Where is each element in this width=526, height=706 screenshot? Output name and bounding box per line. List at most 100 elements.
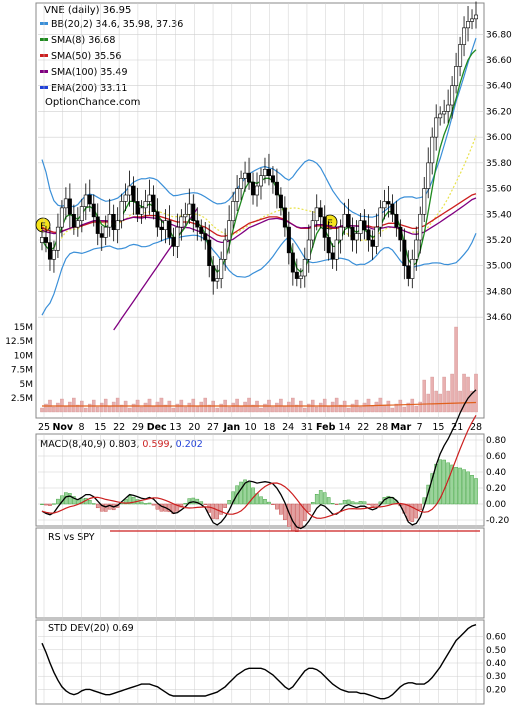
volume-bar [195, 405, 200, 413]
macd-histogram-bar [44, 503, 48, 506]
macd-histogram-bar [123, 498, 128, 505]
macd-tick-label: 0.40 [486, 468, 506, 478]
volume-bar [227, 406, 231, 413]
volume-bar [175, 403, 180, 413]
macd-histogram-bar [87, 499, 92, 505]
macd-histogram-bar [127, 495, 132, 505]
candle-body [434, 117, 439, 138]
candle-body [374, 226, 379, 247]
x-tick-label: Jan [222, 422, 240, 433]
x-tick-label: 21 [451, 422, 463, 433]
candle-body [322, 216, 327, 238]
macd-histogram-bar [442, 459, 446, 505]
candle-body [151, 194, 156, 213]
macd-histogram-bar [366, 503, 371, 506]
volume-bar [370, 405, 375, 413]
candle-body [454, 66, 459, 87]
volume-bar [283, 405, 287, 413]
earnings-marker-label: E [327, 219, 333, 229]
volume-bar [318, 402, 323, 413]
candle-body [43, 237, 48, 243]
candle-body [71, 213, 76, 228]
candle-body [402, 239, 407, 267]
volume-tick-label: 10M [14, 351, 33, 361]
candle-body [326, 237, 331, 254]
volume-bar [330, 401, 335, 413]
candle-body [47, 242, 52, 260]
candle-body [410, 258, 415, 279]
macd-histogram-bar [454, 467, 458, 505]
volume-bar [127, 407, 132, 413]
macd-histogram-bar [167, 503, 172, 513]
rs-panel-frame [35, 527, 485, 619]
candle-body [195, 220, 200, 228]
macd-histogram-bar [267, 501, 271, 505]
volume-bar [259, 407, 263, 413]
volume-average-line [42, 401, 477, 407]
macd-histogram-bar [68, 493, 72, 505]
candle-body [318, 207, 323, 218]
legend-label-ema200: EMA(200) 33.11 [51, 83, 127, 94]
macd-histogram-bar [103, 503, 108, 512]
candle-body [131, 185, 136, 202]
candle-body [203, 233, 208, 241]
volume-bar [203, 397, 207, 413]
candle-body [155, 211, 160, 228]
x-tick-label: 25 [38, 422, 50, 433]
volume-bar [215, 407, 219, 413]
candle-body [338, 226, 343, 241]
volume-bar [115, 397, 120, 413]
candle-body [79, 206, 84, 222]
macd-histogram-bar [139, 501, 144, 505]
volume-bar [458, 390, 462, 413]
price-tick-label: 35.40 [486, 210, 512, 220]
price-tick-label: 35.20 [486, 236, 512, 246]
candle-body [119, 201, 124, 222]
candle-body [95, 216, 100, 234]
macd-histogram-bar [314, 494, 319, 505]
candle-body [255, 185, 260, 196]
candle-body [91, 203, 96, 218]
x-tick-label: 28 [376, 422, 388, 433]
macd-line [41, 389, 477, 530]
volume-bar [414, 405, 419, 413]
legend: BB(20,2) 34.6, 35.98, 37.36 SMA(8) 36.68… [40, 19, 183, 94]
candle-body [282, 207, 287, 228]
macd-histogram-bar [239, 481, 243, 505]
candle-body [123, 194, 128, 202]
macd-panel-frame [35, 433, 485, 527]
volume-bar [263, 403, 267, 413]
volume-bar [95, 406, 100, 413]
volume-bar [394, 403, 399, 413]
candle-body [262, 168, 267, 177]
volume-bar [446, 390, 450, 413]
volume-tick-label: 7.5M [11, 366, 33, 376]
volume-bar [474, 373, 478, 413]
candle-body [243, 172, 248, 179]
volume-bar [143, 402, 148, 413]
volume-bar [462, 373, 466, 413]
rs-header-label: RS vs SPY [48, 532, 95, 543]
candle-body [446, 104, 451, 112]
candle-body [266, 168, 271, 177]
volume-bar [151, 405, 156, 413]
volume-bar [99, 402, 104, 413]
macd-tick-label: 0.80 [486, 436, 506, 446]
legend-label-sma100: SMA(100) 35.49 [51, 67, 128, 78]
volume-bar [362, 402, 367, 413]
candle-body [366, 229, 371, 241]
candle-body [458, 44, 463, 67]
volume-bar [454, 326, 458, 413]
std-tick-label: 0.20 [486, 685, 506, 695]
volume-bar [470, 390, 474, 413]
macd-histogram-bar [386, 495, 391, 505]
candle-body [187, 203, 192, 215]
macd-histogram-bar [52, 503, 56, 505]
earnings-marker-label: E [40, 222, 46, 232]
volume-bar [64, 405, 68, 413]
macd-tick-label: 0.20 [486, 484, 506, 494]
macd-histogram-bar [159, 503, 164, 512]
candle-body [278, 194, 283, 209]
volume-bar [183, 406, 188, 413]
